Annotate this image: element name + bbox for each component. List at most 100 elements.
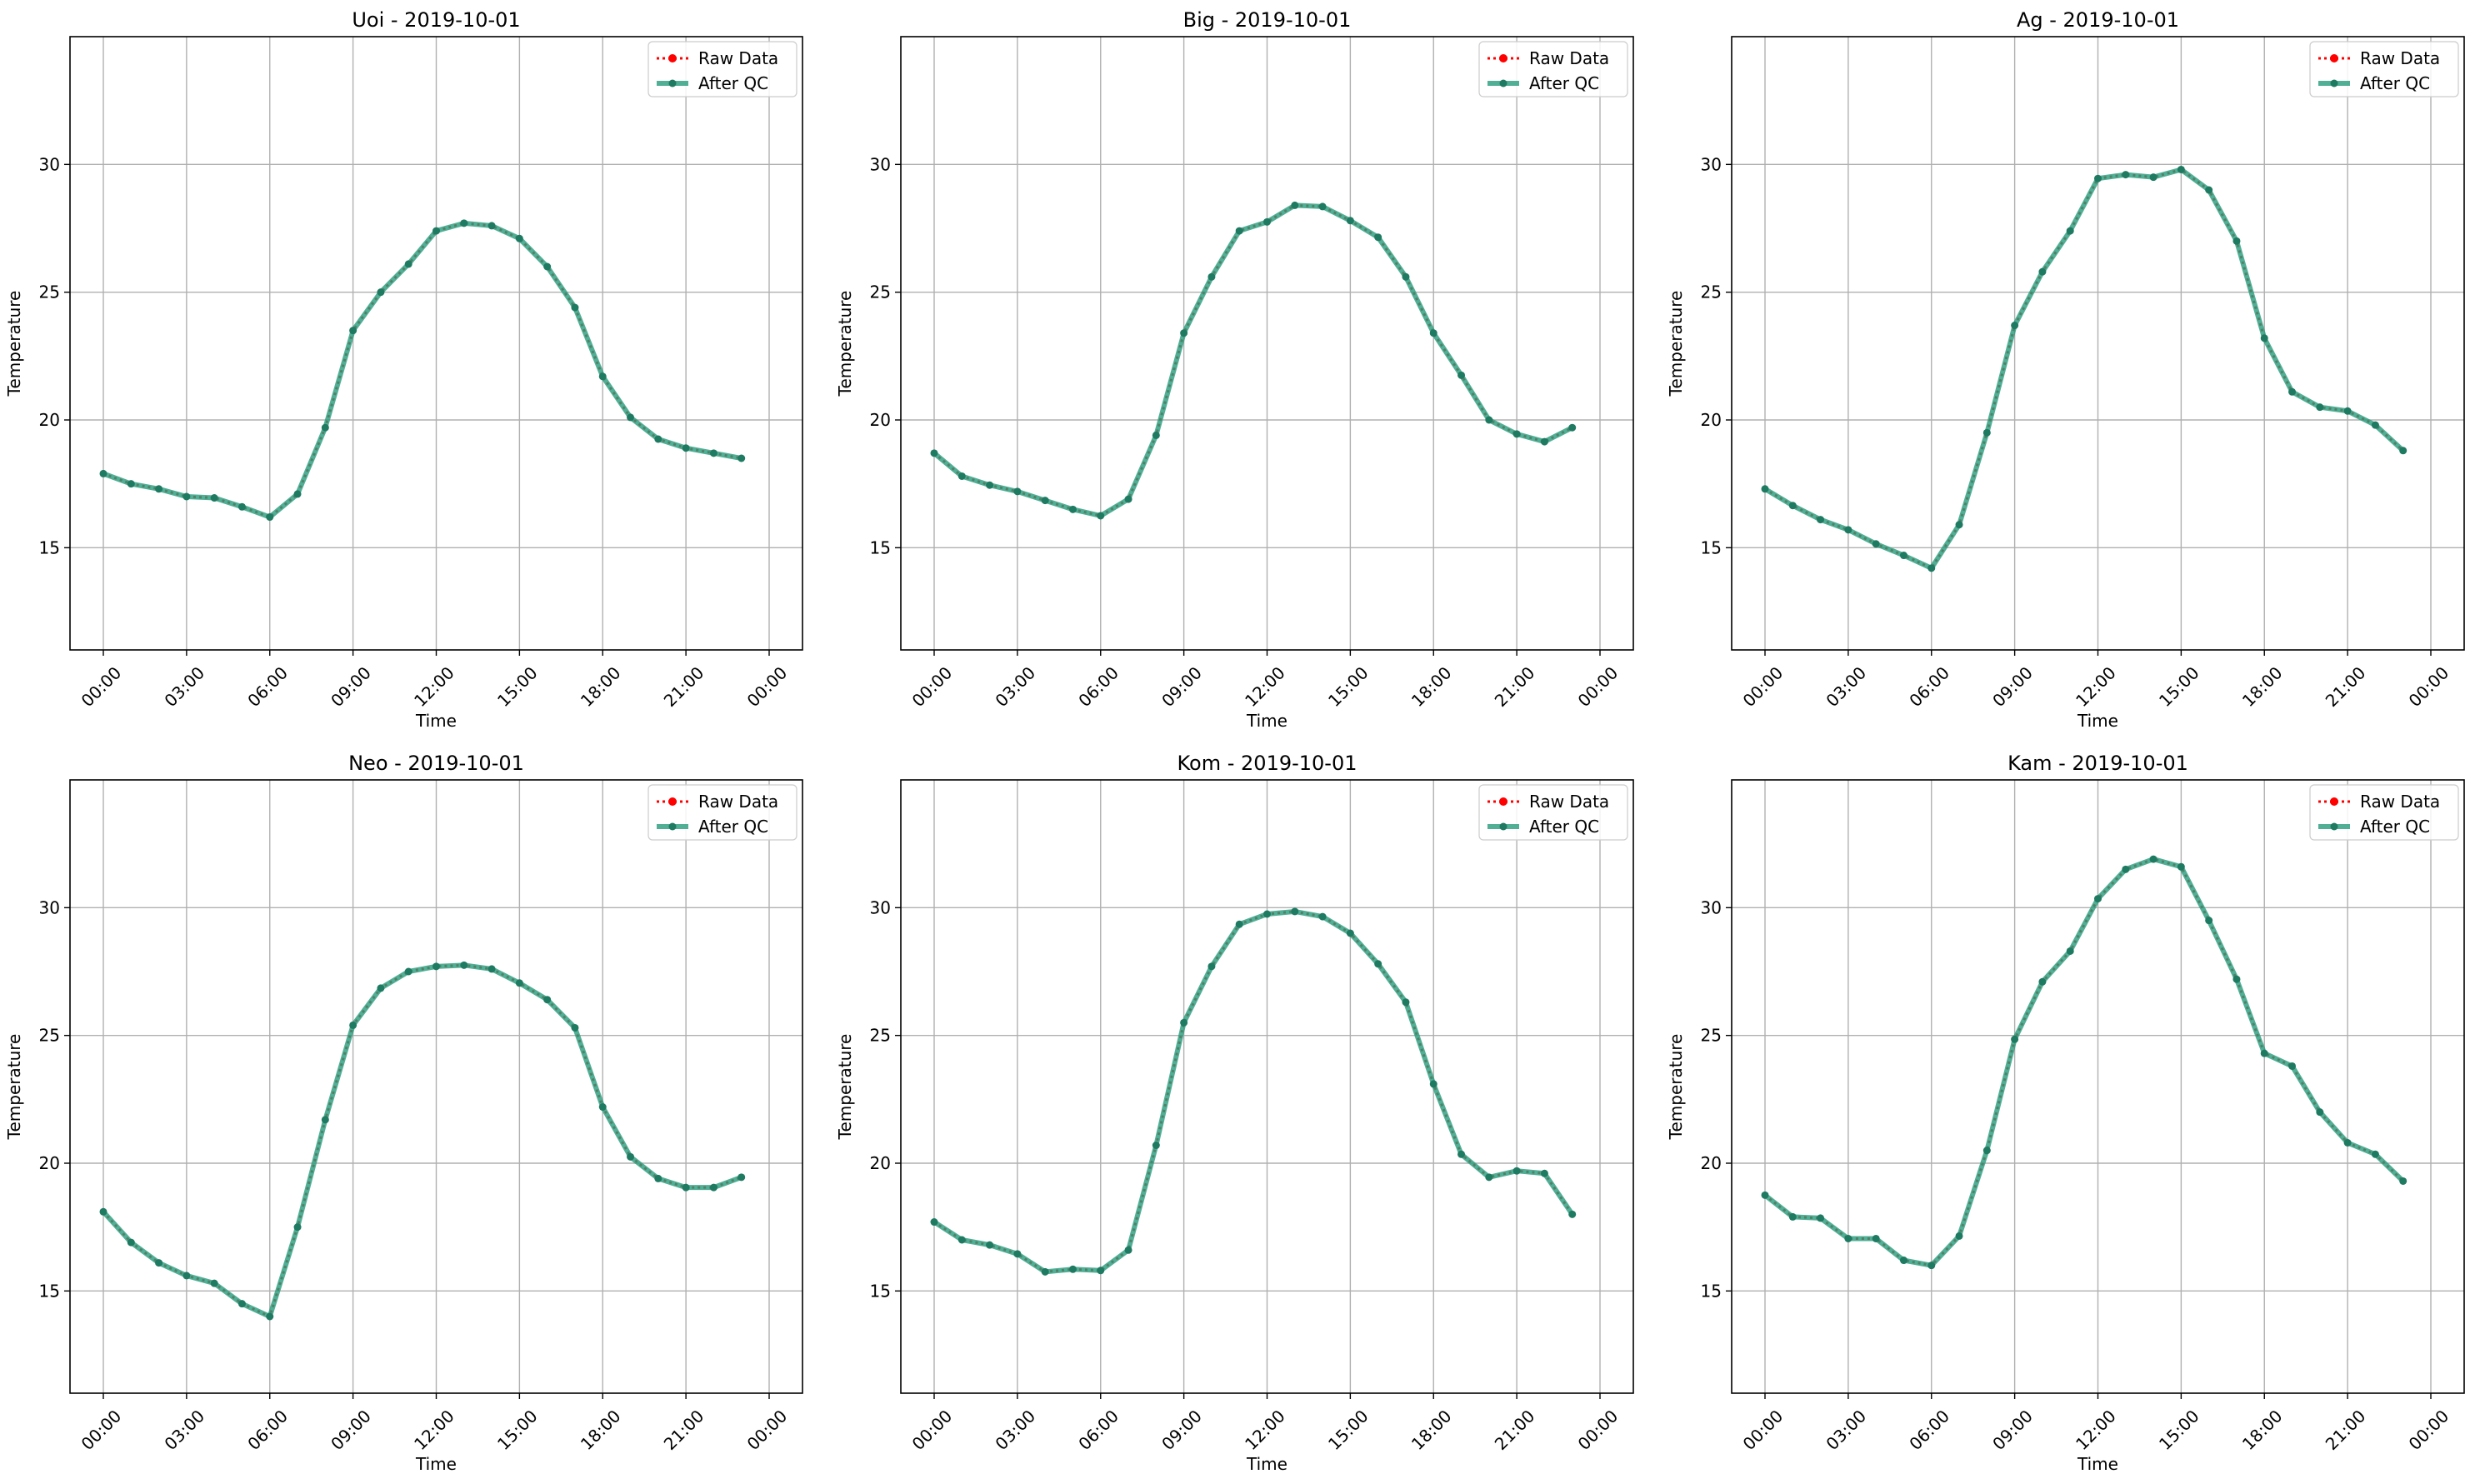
after-qc-point	[1013, 487, 1022, 496]
after-qc-point	[127, 1238, 135, 1247]
x-tick-label: 12:00	[2072, 662, 2120, 711]
x-tick-label: 06:00	[1905, 662, 1953, 711]
y-axis-label: Temperature	[835, 291, 855, 397]
subplot-2: 00:00 03:00 06:00 09:00 12:00 15:00 18:00 21:00…	[835, 8, 1634, 731]
legend-raw-label: Raw Data	[1529, 792, 1609, 812]
after-qc-point	[543, 996, 552, 1004]
legend-qc-label: After QC	[1529, 73, 1599, 93]
after-qc-point	[2205, 917, 2213, 925]
chart-title: Big - 2019-10-01	[1183, 8, 1352, 32]
y-axis-label: Temperature	[4, 1034, 24, 1141]
x-tick-label: 00:00	[78, 662, 126, 711]
x-tick-label: 21:00	[660, 662, 708, 711]
series-after-qc-line	[932, 202, 1574, 518]
after-qc-point	[1982, 1147, 1991, 1155]
x-tick-label: 09:00	[1158, 1406, 1206, 1454]
subplot-3: 00:00 03:00 06:00 09:00 12:00 15:00 18:00 21:00…	[1666, 8, 2465, 731]
y-tick-label: 20	[870, 410, 891, 430]
after-qc-point	[182, 1272, 191, 1280]
after-qc-point	[598, 372, 607, 381]
x-tick-label: 15:00	[2155, 1406, 2203, 1454]
x-tick-label: 18:00	[577, 662, 625, 711]
after-qc-point	[2316, 1108, 2324, 1117]
x-axis-label: Time	[2077, 1454, 2118, 1474]
series-raw-data-line	[102, 222, 742, 519]
x-tick-label: 21:00	[1491, 1406, 1539, 1454]
series-after-qc-line	[1763, 167, 2405, 571]
after-qc-point	[210, 494, 218, 502]
subplot-5: 00:00 03:00 06:00 09:00 12:00 15:00 18:00 21:00…	[835, 752, 1634, 1474]
after-qc-point	[930, 449, 938, 457]
series-raw-data-line	[1764, 167, 2404, 570]
after-qc-point	[958, 472, 966, 480]
x-axis-label: Time	[1246, 711, 1288, 731]
x-tick-label: 18:00	[2238, 1406, 2287, 1454]
legend-qc-marker	[1499, 822, 1508, 831]
legend-raw-marker	[1499, 54, 1508, 62]
after-qc-point	[488, 965, 496, 973]
after-qc-point	[2149, 173, 2158, 182]
x-tick-label: 21:00	[660, 1406, 708, 1454]
chart-title: Uoi - 2019-10-01	[352, 8, 520, 32]
legend-qc-marker	[2330, 822, 2338, 831]
x-tick-label: 15:00	[1324, 662, 1372, 711]
after-qc-point	[460, 961, 468, 969]
legend-raw-marker	[2330, 797, 2338, 806]
after-qc-point	[986, 481, 994, 489]
x-tick-label: 18:00	[1408, 1406, 1456, 1454]
after-qc-point	[1208, 272, 1216, 281]
after-qc-point	[1485, 1173, 1493, 1182]
after-qc-point	[1068, 505, 1077, 513]
legend-raw-label: Raw Data	[2360, 792, 2440, 812]
after-qc-point	[1817, 516, 1825, 524]
y-axis-label: Temperature	[835, 1034, 855, 1141]
x-tick-label: 06:00	[243, 662, 292, 711]
after-qc-point	[2038, 977, 2047, 986]
after-qc-point	[1899, 1257, 1908, 1265]
after-qc-point	[2122, 171, 2130, 179]
after-qc-point	[266, 1312, 274, 1321]
after-qc-point	[2066, 227, 2074, 235]
y-tick-label: 15	[1701, 537, 1722, 557]
x-tick-label: 12:00	[1241, 662, 1289, 711]
after-qc-point	[377, 984, 385, 992]
after-qc-point	[1402, 272, 1410, 281]
chart-title: Kom - 2019-10-01	[1178, 752, 1358, 775]
after-qc-point	[1512, 1167, 1521, 1175]
after-qc-point	[377, 288, 385, 297]
legend-qc-marker	[2330, 79, 2338, 87]
after-qc-point	[1041, 497, 1049, 505]
after-qc-point	[627, 413, 635, 422]
series-after-qc-line	[101, 962, 742, 1319]
series-after-qc-line	[102, 220, 742, 520]
y-tick-label: 30	[39, 154, 60, 174]
after-qc-point	[2094, 174, 2102, 182]
x-tick-label: 06:00	[243, 1406, 292, 1454]
after-qc-point	[543, 262, 552, 271]
after-qc-point	[1152, 1142, 1160, 1150]
after-qc-point	[238, 502, 246, 511]
after-qc-point	[709, 449, 718, 457]
after-qc-point	[2343, 1138, 2352, 1147]
y-tick-label: 25	[39, 1026, 60, 1046]
x-tick-label: 18:00	[577, 1406, 625, 1454]
after-qc-point	[1788, 1212, 1797, 1221]
after-qc-point	[571, 303, 579, 312]
after-qc-point	[1152, 431, 1160, 439]
x-tick-label: 06:00	[1074, 1406, 1122, 1454]
after-qc-point	[321, 423, 329, 432]
after-qc-point	[1844, 1234, 1852, 1242]
after-qc-point	[1291, 907, 1299, 916]
x-tick-label: 21:00	[1491, 662, 1539, 711]
after-qc-point	[2205, 186, 2213, 194]
series-raw-data-line	[102, 963, 742, 1319]
x-tick-label: 00:00	[2405, 662, 2453, 711]
after-qc-point	[2371, 421, 2379, 429]
y-tick-label: 20	[870, 1153, 891, 1173]
after-qc-point	[986, 1241, 994, 1249]
x-tick-label: 18:00	[2238, 662, 2287, 711]
after-qc-point	[1761, 1191, 1769, 1199]
y-tick-label: 20	[1701, 410, 1722, 430]
after-qc-point	[1068, 1265, 1077, 1273]
after-qc-point	[2260, 1049, 2268, 1057]
